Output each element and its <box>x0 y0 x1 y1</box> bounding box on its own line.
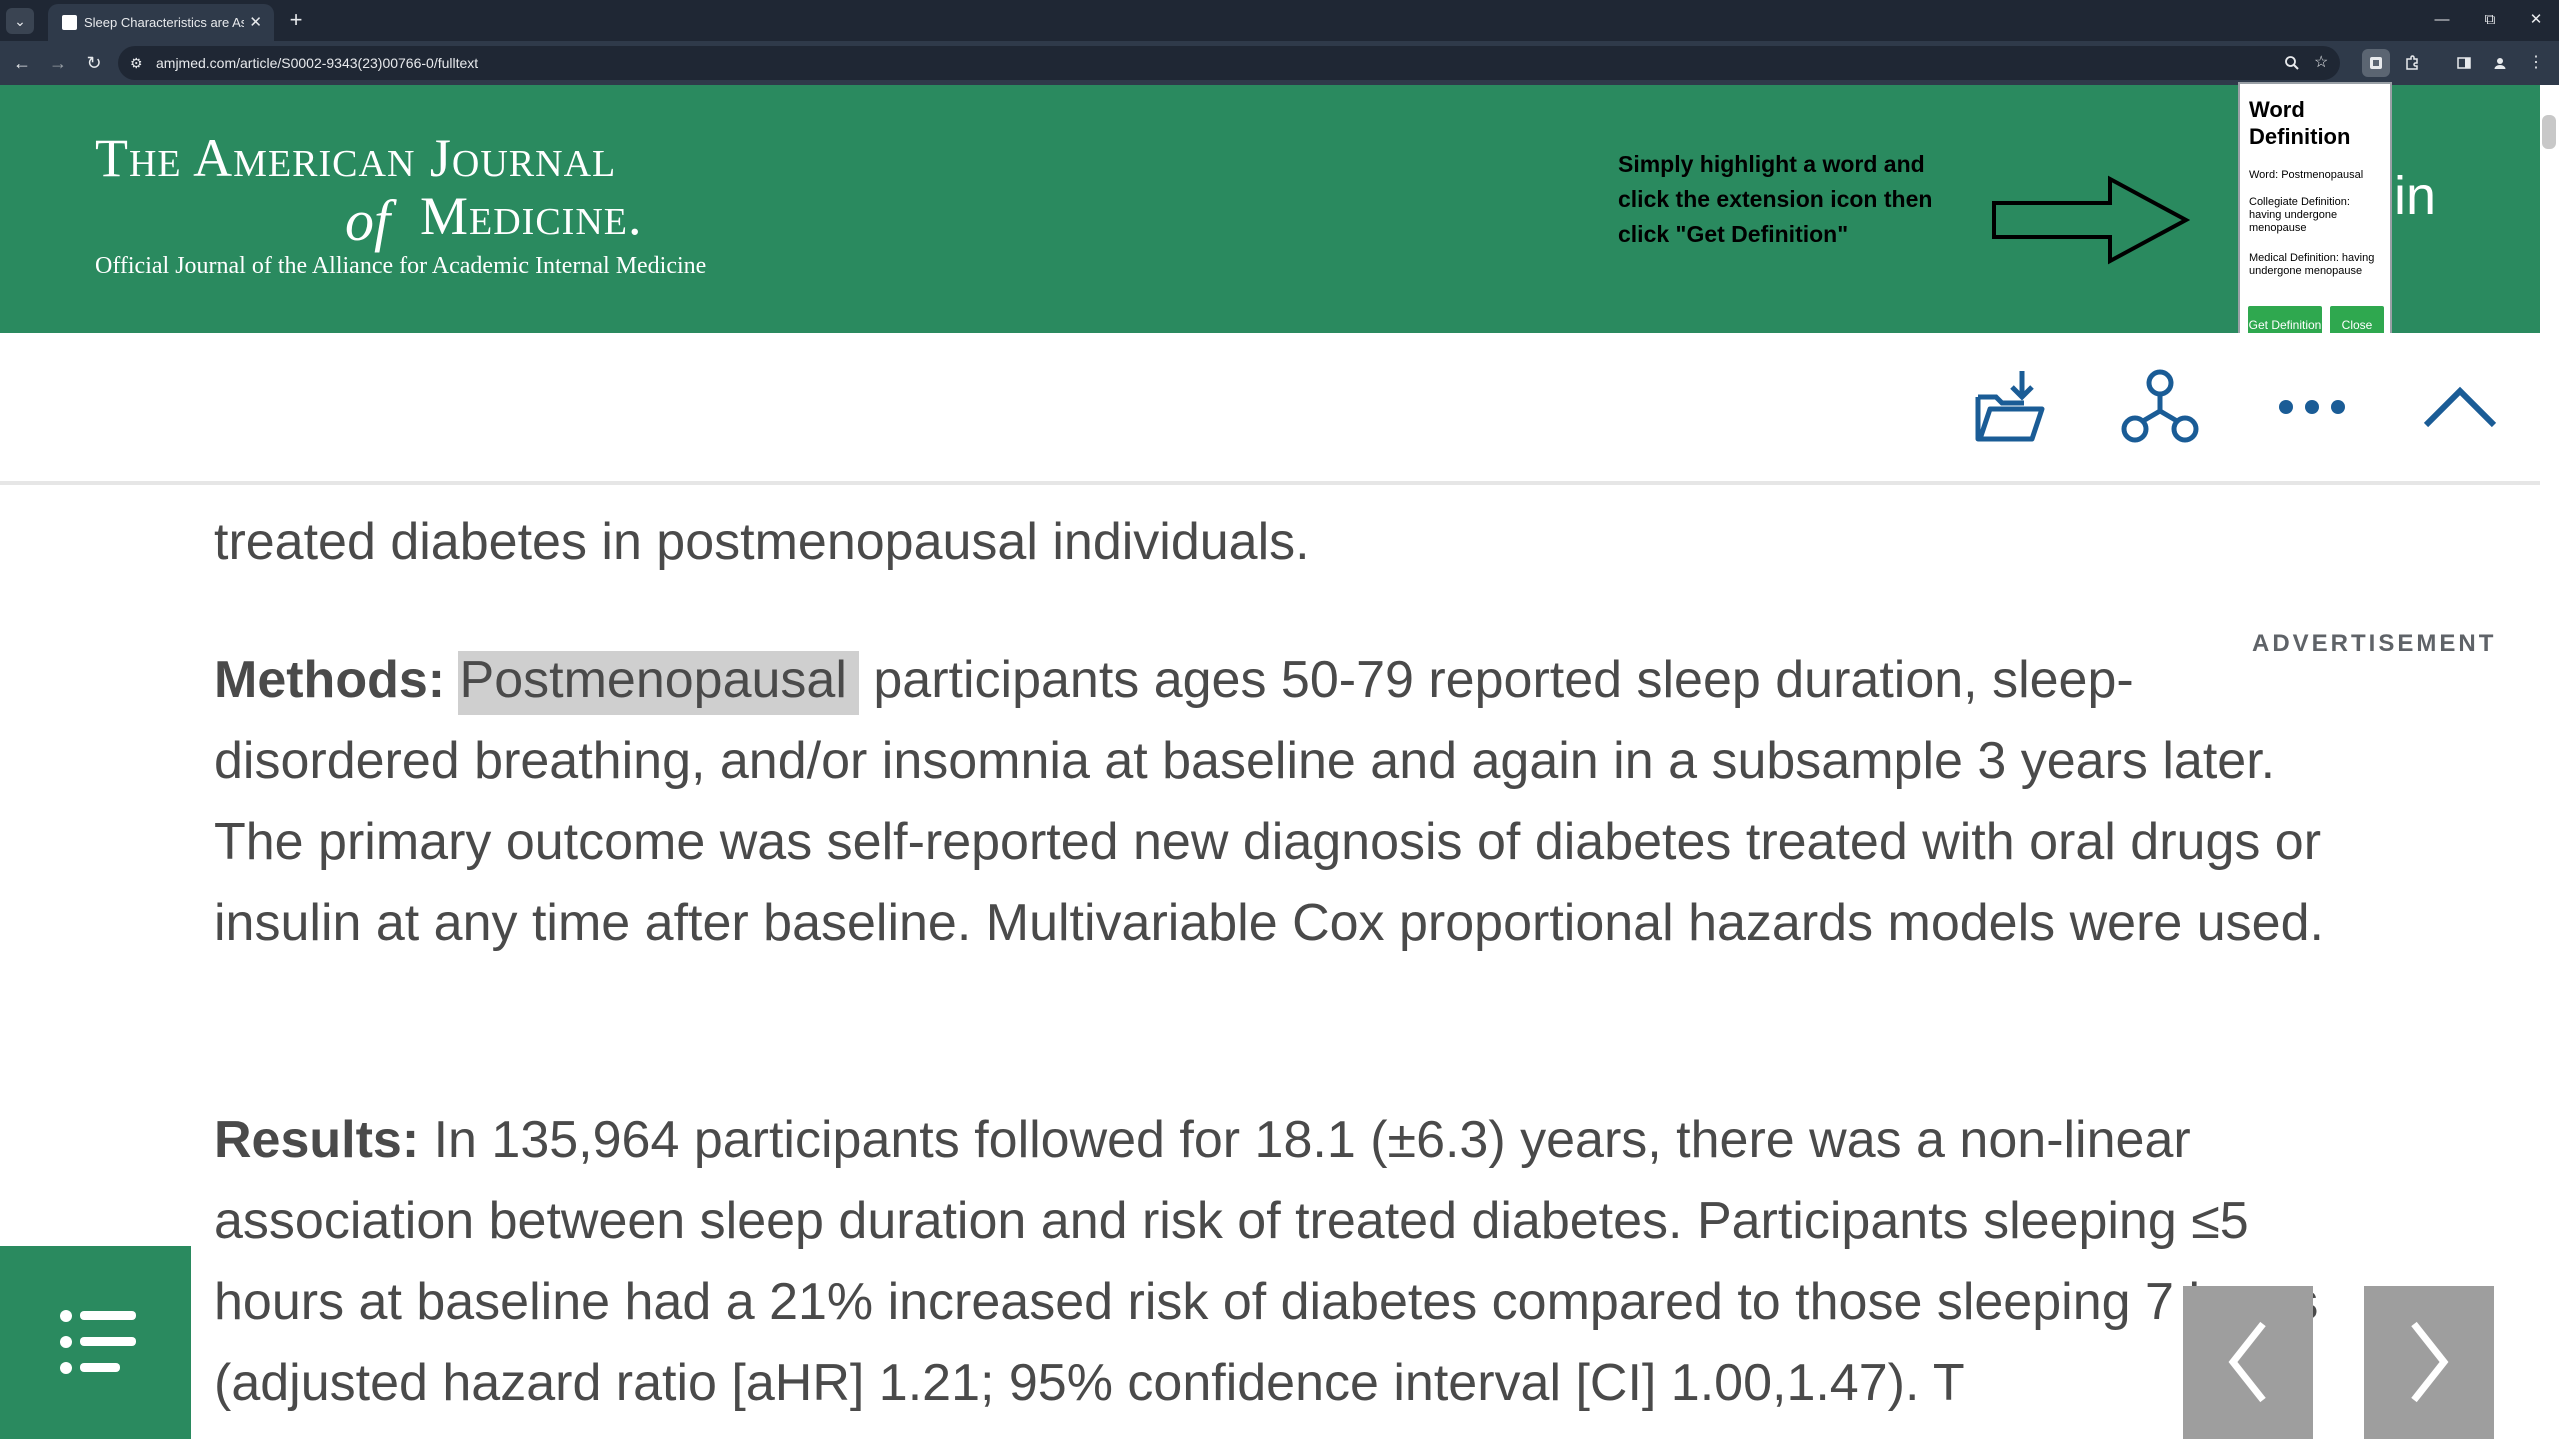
back-button[interactable]: ← <box>13 53 31 73</box>
previous-article-button[interactable] <box>2183 1286 2313 1439</box>
highlighted-word[interactable]: Postmenopausal <box>457 651 859 715</box>
window-minimize-button[interactable]: — <box>2434 11 2450 28</box>
tab-close-button[interactable]: ✕ <box>249 14 262 31</box>
tab-search-button[interactable]: ⌄ <box>6 8 34 34</box>
window-restore-button[interactable]: ⧉ <box>2484 11 2496 28</box>
share-icon[interactable] <box>2120 367 2200 447</box>
journal-subtitle: Official Journal of the Alliance for Aca… <box>95 253 707 279</box>
abstract-lead-text: treated diabetes in postmenopausal indiv… <box>214 513 1310 571</box>
results-text: In 135,964 participants followed for 18.… <box>214 1111 2319 1412</box>
forward-button[interactable]: → <box>49 53 67 73</box>
popup-medical-definition: Medical Definition: having undergone men… <box>2249 252 2375 277</box>
article-toolbar <box>0 333 2540 485</box>
zoom-icon[interactable] <box>2284 46 2300 80</box>
abstract-methods-paragraph: Methods: Postmenopausal participants age… <box>214 640 2344 964</box>
journal-title-line1[interactable]: The American Journal <box>95 128 617 188</box>
tab-title: Sleep Characteristics are Associ <box>84 15 244 30</box>
url-text[interactable]: amjmed.com/article/S0002-9343(23)00766-0… <box>156 55 479 71</box>
address-bar[interactable]: ⚙ amjmed.com/article/S0002-9343(23)00766… <box>118 46 2340 80</box>
popup-word: Word: Postmenopausal <box>2249 169 2364 181</box>
browser-tab-bar: ⌄ Sleep Characteristics are Associ ✕ + —… <box>0 0 2559 41</box>
reload-button[interactable]: ↻ <box>86 53 102 73</box>
extension-hint-text: Simply highlight a word and click the ex… <box>1618 151 1933 247</box>
page-scrollbar[interactable] <box>2542 115 2556 149</box>
window-close-button[interactable]: ✕ <box>2529 11 2543 28</box>
profile-icon[interactable] <box>2486 49 2514 77</box>
advertisement-label: ADVERTISEMENT <box>2252 630 2497 657</box>
journal-banner: The American Journal of Medicine. Offici… <box>0 85 2540 333</box>
popup-title: Word Definition <box>2249 97 2351 149</box>
list-icon <box>60 1310 136 1374</box>
popup-collegiate-definition: Collegiate Definition: having undergone … <box>2249 196 2350 234</box>
chevron-right-icon <box>2411 1321 2449 1403</box>
menu-icon[interactable]: ⋮ <box>2528 54 2544 71</box>
browser-tab-active[interactable]: Sleep Characteristics are Associ ✕ <box>48 4 274 41</box>
next-article-button[interactable] <box>2364 1286 2494 1439</box>
more-icon[interactable] <box>2272 367 2352 447</box>
tab-favicon-icon <box>62 15 77 30</box>
results-label: Results: <box>214 1111 420 1169</box>
extensions-puzzle-icon[interactable] <box>2398 49 2426 77</box>
table-of-contents-button[interactable] <box>0 1246 191 1439</box>
journal-title-of: of <box>345 188 391 253</box>
methods-label: Methods: <box>214 651 446 709</box>
right-arrow-icon <box>1992 175 2190 265</box>
side-panel-icon[interactable] <box>2450 49 2478 77</box>
methods-text: participants ages 50-79 reported sleep d… <box>214 651 2324 952</box>
collapse-up-icon[interactable] <box>2420 367 2500 447</box>
browser-toolbar: ← → ↻ ⚙ amjmed.com/article/S0002-9343(23… <box>0 41 2559 85</box>
sign-in-link[interactable]: in <box>2394 166 2437 226</box>
chevron-left-icon <box>2228 1321 2266 1403</box>
download-folder-icon[interactable] <box>1970 367 2050 447</box>
extension-define-icon[interactable] <box>2362 49 2390 77</box>
abstract-results-paragraph: Results: In 135,964 participants followe… <box>214 1100 2344 1424</box>
journal-title-line2[interactable]: Medicine. <box>420 186 643 246</box>
bookmark-star-icon[interactable]: ☆ <box>2314 54 2329 71</box>
site-settings-icon[interactable]: ⚙ <box>130 55 143 71</box>
word-definition-popup: Word Definition Word: Postmenopausal Col… <box>2238 82 2392 354</box>
toolbar-divider <box>0 481 2540 485</box>
new-tab-button[interactable]: + <box>289 7 303 32</box>
